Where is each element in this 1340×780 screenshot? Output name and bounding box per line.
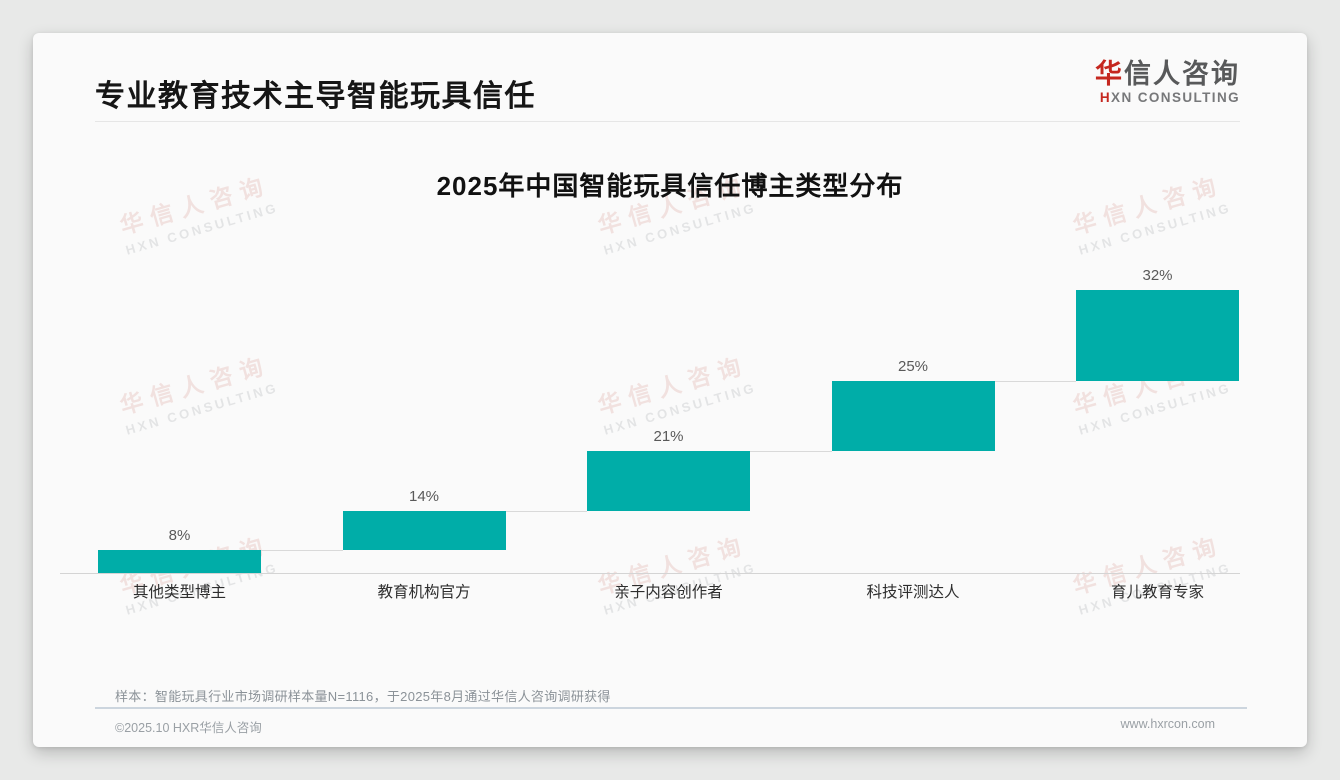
bar-value-label: 8% xyxy=(168,527,191,545)
logo-chinese-text: 华信人咨询 xyxy=(1095,59,1240,89)
company-logo: 华信人咨询 HXN CONSULTING xyxy=(1095,59,1240,105)
slide-card: 华信人咨询 HXN CONSULTING 华信人咨询 HXN CONSULTING 华信… xyxy=(33,33,1307,747)
bar-value-label: 32% xyxy=(1142,267,1173,284)
chart-title: 2025年中国智能玩具信任博主类型分布 xyxy=(436,171,904,201)
category-label: 育儿教育专家 xyxy=(1110,584,1204,601)
logo-english-text: HXN CONSULTING xyxy=(1099,90,1240,105)
category-label: 科技评测达人 xyxy=(866,584,960,601)
waterfall-bar xyxy=(342,510,506,551)
waterfall-connector xyxy=(750,451,832,453)
bar-value-label: 14% xyxy=(408,487,440,505)
waterfall-connector xyxy=(261,550,343,552)
bar-value-label: 25% xyxy=(897,357,929,375)
copyright-text: ©2025.10 HXR华信人咨询 xyxy=(115,721,262,735)
waterfall-connector xyxy=(994,380,1076,382)
website-url: www.hxrcon.com xyxy=(1120,717,1215,731)
logo-rest-chars: 信人咨询 xyxy=(1124,59,1240,89)
waterfall-bar xyxy=(98,550,261,573)
x-axis-line xyxy=(60,573,1240,574)
footer-divider xyxy=(95,707,1247,709)
waterfall-chart: 8% 其他类型博主 14% 教育机构官方 21% 亲子内容创作者 25% 科技评测达人 32% 育… xyxy=(33,33,1307,747)
category-label: 其他类型博主 xyxy=(132,584,226,601)
header-divider xyxy=(95,121,1240,122)
waterfall-connector xyxy=(505,510,587,512)
category-label: 教育机构官方 xyxy=(377,584,471,601)
waterfall-bar xyxy=(587,451,750,511)
waterfall-bar xyxy=(1076,290,1239,381)
bar-value-label: 21% xyxy=(653,428,684,446)
category-label: 亲子内容创作者 xyxy=(614,584,723,601)
sample-note: 样本：智能玩具行业市场调研样本量N=1116，于2025年8月通过华信人咨询调研… xyxy=(115,689,611,704)
logo-accent-char: 华 xyxy=(1095,59,1124,89)
page-title: 专业教育技术主导智能玩具信任 xyxy=(95,80,536,113)
waterfall-bar xyxy=(831,380,995,452)
